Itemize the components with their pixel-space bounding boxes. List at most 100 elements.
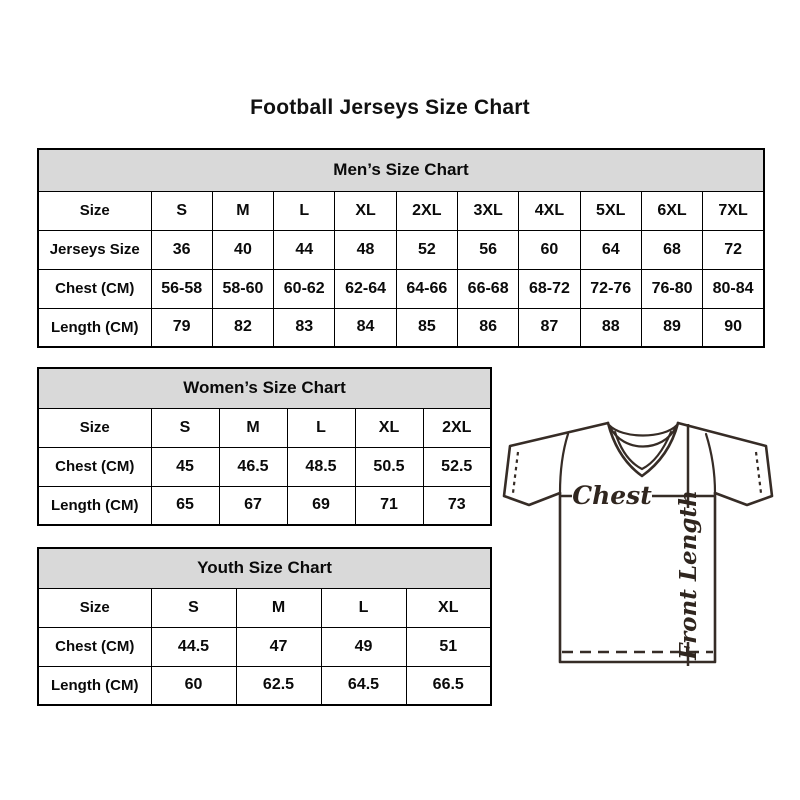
size-value-cell: 56 <box>456 229 520 270</box>
size-value-cell: XL <box>354 407 424 448</box>
size-value-cell: 82 <box>211 307 275 348</box>
size-value-cell: 44 <box>273 229 336 270</box>
size-value-cell: 60-62 <box>273 268 336 309</box>
mens-size-table: Men’s Size Chart Size S M L XL 2XL 3XL 4XL 5XL 6XL… <box>37 148 765 348</box>
jersey-collar-outer <box>606 421 680 478</box>
row-label: Chest (CM) <box>37 268 152 309</box>
youth-row: Size S M L XL <box>37 587 492 628</box>
women-row: Length (CM) 65 67 69 71 73 <box>37 485 492 526</box>
size-value-cell: 4XL <box>518 190 581 231</box>
men-row: Chest (CM) 56-58 58-60 60-62 62-64 64-66 66-68… <box>37 268 765 309</box>
size-value-cell: M <box>235 587 322 628</box>
women-table-title: Women’s Size Chart <box>37 367 492 409</box>
front-length-label-backdrop <box>675 508 701 642</box>
size-value-cell: 47 <box>235 626 322 667</box>
jersey-collar-inner-v <box>613 430 673 471</box>
size-value-cell: 2XL <box>395 190 458 231</box>
row-label: Length (CM) <box>37 307 152 348</box>
size-value-cell: 48 <box>334 229 397 270</box>
women-header-row: Women’s Size Chart <box>37 367 492 409</box>
size-value-cell: 44.5 <box>150 626 237 667</box>
size-value-cell: 60 <box>518 229 581 270</box>
size-value-cell: S <box>150 587 237 628</box>
jersey-right-sleeve <box>676 421 774 507</box>
men-table-title: Men’s Size Chart <box>37 148 765 192</box>
size-value-cell: 68-72 <box>518 268 581 309</box>
size-value-cell: 48.5 <box>286 446 356 487</box>
mens-size-chart: Men’s Size Chart Size S M L XL 2XL 3XL 4XL 5XL 6XL… <box>37 148 765 348</box>
women-row: Size S M L XL 2XL <box>37 407 492 448</box>
size-value-cell: S <box>150 407 220 448</box>
youth-row: Chest (CM) 44.5 47 49 51 <box>37 626 492 667</box>
size-value-cell: 2XL <box>422 407 492 448</box>
size-value-cell: 67 <box>218 485 288 526</box>
size-value-cell: 66.5 <box>405 665 492 706</box>
size-value-cell: 46.5 <box>218 446 288 487</box>
row-label: Length (CM) <box>37 665 152 706</box>
row-label: Size <box>37 587 152 628</box>
page-title: Football Jerseys Size Chart <box>250 96 530 119</box>
size-value-cell: M <box>211 190 275 231</box>
jersey-left-sleeve <box>502 421 610 507</box>
row-label: Jerseys Size <box>37 229 152 270</box>
size-value-cell: 80-84 <box>702 268 765 309</box>
size-value-cell: 85 <box>395 307 458 348</box>
size-value-cell: 76-80 <box>640 268 704 309</box>
size-value-cell: 73 <box>422 485 492 526</box>
jersey-body <box>558 491 717 664</box>
jersey-measurement-diagram: Chest Front Length <box>502 421 774 666</box>
size-value-cell: 56-58 <box>150 268 213 309</box>
jersey-left-seam <box>558 432 570 495</box>
size-value-cell: XL <box>405 587 492 628</box>
youth-header-row: Youth Size Chart <box>37 547 492 589</box>
youth-row: Length (CM) 60 62.5 64.5 66.5 <box>37 665 492 706</box>
size-value-cell: 64-66 <box>395 268 458 309</box>
men-row: Jerseys Size 36 40 44 48 52 56 60 64 68 72 <box>37 229 765 270</box>
row-label: Chest (CM) <box>37 446 152 487</box>
size-value-cell: 62-64 <box>334 268 397 309</box>
jersey-left-cuff-stitch <box>511 451 520 494</box>
size-value-cell: 45 <box>150 446 220 487</box>
size-value-cell: 65 <box>150 485 220 526</box>
size-value-cell: 36 <box>150 229 213 270</box>
size-value-cell: 3XL <box>456 190 520 231</box>
size-value-cell: 79 <box>150 307 213 348</box>
size-value-cell: 64.5 <box>320 665 407 706</box>
size-value-cell: 84 <box>334 307 397 348</box>
jersey-collar-arc-top <box>607 423 679 437</box>
chest-measure-label: Chest <box>572 481 652 510</box>
size-value-cell: S <box>150 190 213 231</box>
size-value-cell: 7XL <box>702 190 765 231</box>
jersey-right-cuff-stitch <box>754 451 763 494</box>
size-value-cell: 6XL <box>640 190 704 231</box>
size-value-cell: XL <box>334 190 397 231</box>
size-value-cell: L <box>286 407 356 448</box>
youth-size-table: Youth Size Chart Size S M L XL Chest (CM) 44.5 4… <box>37 547 492 706</box>
row-label: Length (CM) <box>37 485 152 526</box>
row-label: Size <box>37 190 152 231</box>
size-value-cell: 86 <box>456 307 520 348</box>
size-value-cell: 58-60 <box>211 268 275 309</box>
size-value-cell: 72 <box>702 229 765 270</box>
size-value-cell: 49 <box>320 626 407 667</box>
chest-label-backdrop <box>572 482 652 508</box>
size-value-cell: 68 <box>640 229 704 270</box>
women-row: Chest (CM) 45 46.5 48.5 50.5 52.5 <box>37 446 492 487</box>
men-row: Length (CM) 79 82 83 84 85 86 87 88 89 90 <box>37 307 765 348</box>
size-value-cell: 88 <box>579 307 642 348</box>
front-length-measure-label: Front Length <box>675 490 702 661</box>
size-value-cell: 51 <box>405 626 492 667</box>
youth-table-title: Youth Size Chart <box>37 547 492 589</box>
size-value-cell: 90 <box>702 307 765 348</box>
womens-size-chart: Women’s Size Chart Size S M L XL 2XL Chest (CM)… <box>37 367 492 526</box>
size-value-cell: 72-76 <box>579 268 642 309</box>
size-value-cell: 52 <box>395 229 458 270</box>
size-value-cell: 89 <box>640 307 704 348</box>
men-row: Size S M L XL 2XL 3XL 4XL 5XL 6XL 7XL <box>37 190 765 231</box>
size-value-cell: M <box>218 407 288 448</box>
men-header-row: Men’s Size Chart <box>37 148 765 192</box>
size-value-cell: 83 <box>273 307 336 348</box>
size-value-cell: 87 <box>518 307 581 348</box>
size-value-cell: L <box>320 587 407 628</box>
size-value-cell: 52.5 <box>422 446 492 487</box>
